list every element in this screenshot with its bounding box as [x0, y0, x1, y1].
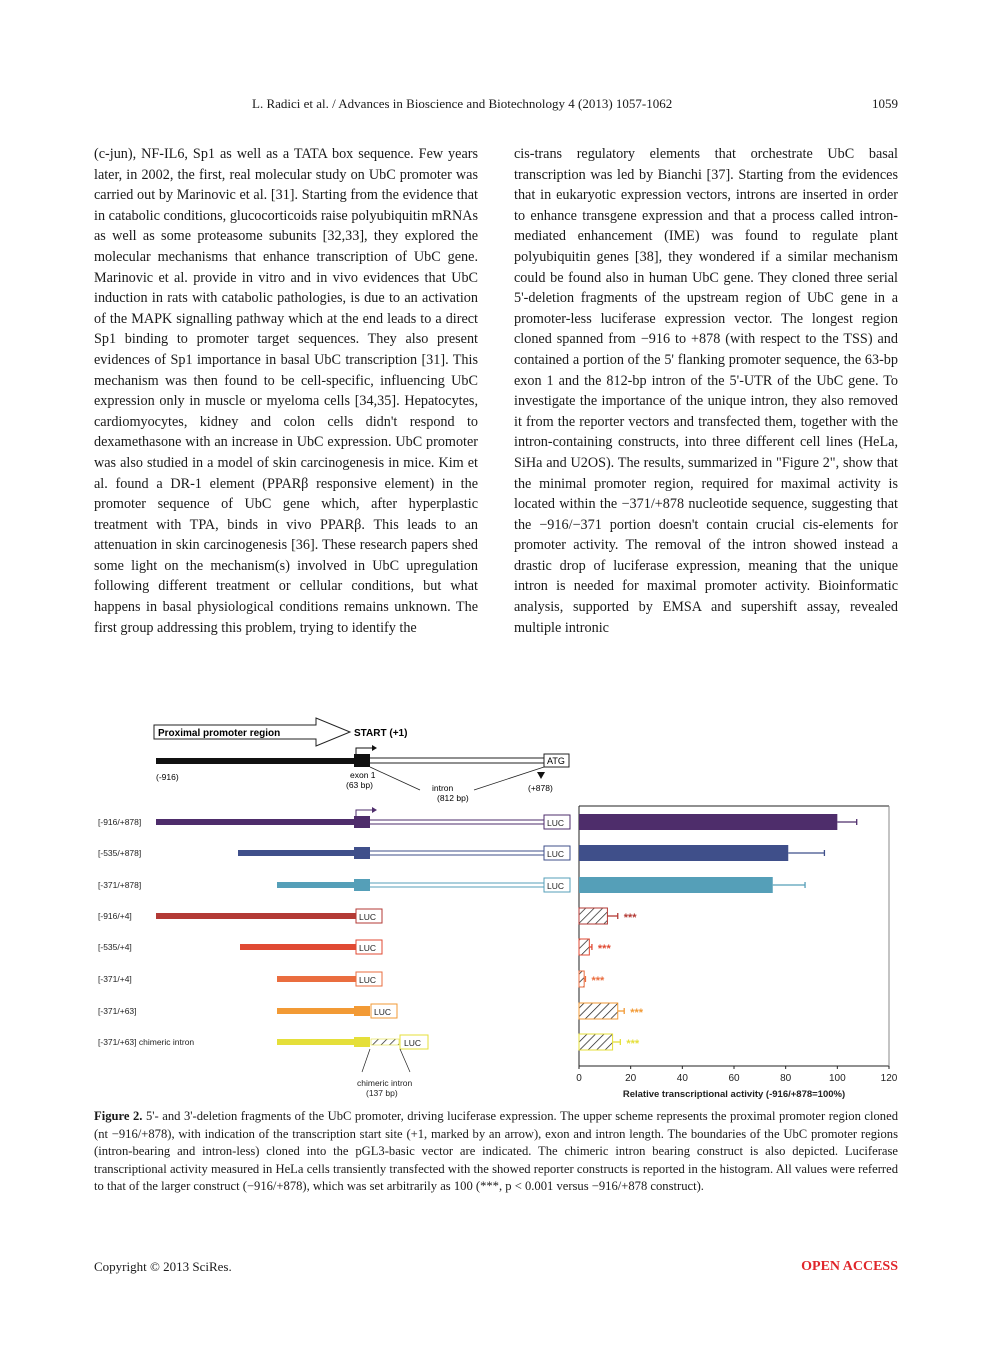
construct-row: [-535/+4] LUC	[98, 939, 383, 955]
body-left-column: (c-jun), NF-IL6, Sp1 as well as a TATA b…	[94, 144, 478, 638]
svg-text:ATG: ATG	[547, 756, 565, 766]
copyright: Copyright © 2013 SciRes.	[94, 1259, 232, 1274]
x-tick-label: 80	[780, 1073, 792, 1084]
svg-text:[-371/+4]: [-371/+4]	[98, 974, 132, 984]
construct-row: [-916/+878] LUC	[98, 807, 571, 830]
svg-text:[-371/+878]: [-371/+878]	[98, 880, 141, 890]
page-number: 1059	[872, 96, 898, 111]
figure-graphic: Proximal promoter region START (+1) ATG …	[98, 717, 898, 1100]
promoter-scheme: Proximal promoter region START (+1) ATG …	[153, 717, 570, 803]
activity-bar-chart: 0 20 40 60 80 100 120 Relative transcriptional …	[576, 805, 898, 1100]
tss-arrow-icon	[372, 745, 377, 751]
open-access-badge: OPEN ACCESS	[801, 1259, 898, 1274]
x-tick-label: 60	[728, 1073, 740, 1084]
svg-text:intron: intron	[432, 783, 454, 793]
svg-text:LUC: LUC	[547, 818, 564, 828]
x-tick-label: 40	[677, 1073, 689, 1084]
proximal-promoter-arrow	[153, 717, 352, 747]
proximal-promoter-label: Proximal promoter region	[158, 728, 280, 739]
svg-text:LUC: LUC	[374, 1007, 391, 1017]
construct-row: [-371/+63] LUC	[98, 1003, 398, 1019]
svg-text:[-371/+63] chimeric intron: [-371/+63] chimeric intron	[98, 1037, 194, 1047]
svg-text:LUC: LUC	[359, 975, 376, 985]
x-axis-label: Relative transcriptional activity (-916/…	[623, 1089, 845, 1100]
running-title: L. Radici et al. / Advances in Bioscienc…	[252, 96, 673, 111]
svg-text:[-535/+878]: [-535/+878]	[98, 848, 141, 858]
start-label: START (+1)	[354, 728, 407, 739]
chart-bar: ***	[578, 938, 612, 956]
chart-bar: ***	[578, 1033, 640, 1051]
significance-marker: ***	[630, 1007, 644, 1019]
svg-text:LUC: LUC	[404, 1038, 421, 1048]
svg-text:chimeric intron: chimeric intron	[357, 1078, 413, 1088]
svg-text:(63 bp): (63 bp)	[346, 780, 373, 790]
construct-row: [-916/+4] LUC	[98, 908, 383, 924]
significance-marker: ***	[591, 975, 605, 987]
caption-text: 5'- and 3'-deletion fragments of the UbC…	[94, 1109, 898, 1194]
chart-bar	[579, 814, 858, 830]
chart-bar: ***	[578, 907, 638, 925]
svg-text:exon 1: exon 1	[350, 770, 376, 780]
right-column-text: cis-trans regulatory elements that orche…	[514, 146, 898, 636]
x-tick-label: 100	[829, 1073, 846, 1084]
caption-label: Figure 2.	[94, 1109, 143, 1123]
svg-text:(812 bp): (812 bp)	[437, 793, 469, 803]
svg-text:LUC: LUC	[359, 912, 376, 922]
svg-text:[-916/+878]: [-916/+878]	[98, 817, 141, 827]
significance-marker: ***	[626, 1038, 640, 1050]
figure-2: Proximal promoter region START (+1) ATG …	[94, 712, 904, 1112]
x-tick-label: 20	[625, 1073, 637, 1084]
svg-text:LUC: LUC	[547, 849, 564, 859]
chart-bar	[579, 877, 806, 893]
svg-text:[-535/+4]: [-535/+4]	[98, 942, 132, 952]
x-tick-label: 0	[576, 1073, 582, 1084]
significance-marker: ***	[598, 943, 612, 955]
construct-diagrams: [-916/+878] LUC [-535/+878] LUC [-371/+878] L…	[98, 807, 571, 1098]
svg-text:LUC: LUC	[547, 881, 564, 891]
x-tick-label: 120	[881, 1073, 898, 1084]
svg-text:[-916/+4]: [-916/+4]	[98, 911, 132, 921]
svg-text:[-371/+63]: [-371/+63]	[98, 1006, 137, 1016]
chart-bar: ***	[578, 1002, 644, 1020]
chart-bar	[579, 845, 826, 861]
significance-marker: ***	[624, 912, 638, 924]
construct-row: [-535/+878] LUC	[98, 845, 571, 861]
atg-marker-icon	[537, 772, 545, 779]
svg-text:(137 bp): (137 bp)	[366, 1088, 398, 1098]
construct-row: [-371/+4] LUC	[98, 971, 383, 987]
svg-text:LUC: LUC	[359, 943, 376, 953]
figure-caption: Figure 2. 5'- and 3'-deletion fragments …	[94, 1108, 898, 1196]
svg-text:(+878): (+878)	[528, 783, 553, 793]
chart-bar: ***	[578, 970, 605, 988]
left-column-text: (c-jun), NF-IL6, Sp1 as well as a TATA b…	[94, 146, 478, 636]
svg-text:(-916): (-916)	[156, 772, 179, 782]
construct-row: [-371/+878] LUC	[98, 877, 571, 893]
body-right-column: cis-trans regulatory elements that orche…	[514, 144, 898, 638]
construct-row: [-371/+63] chimeric intron LUC chimeric in…	[98, 1034, 429, 1098]
